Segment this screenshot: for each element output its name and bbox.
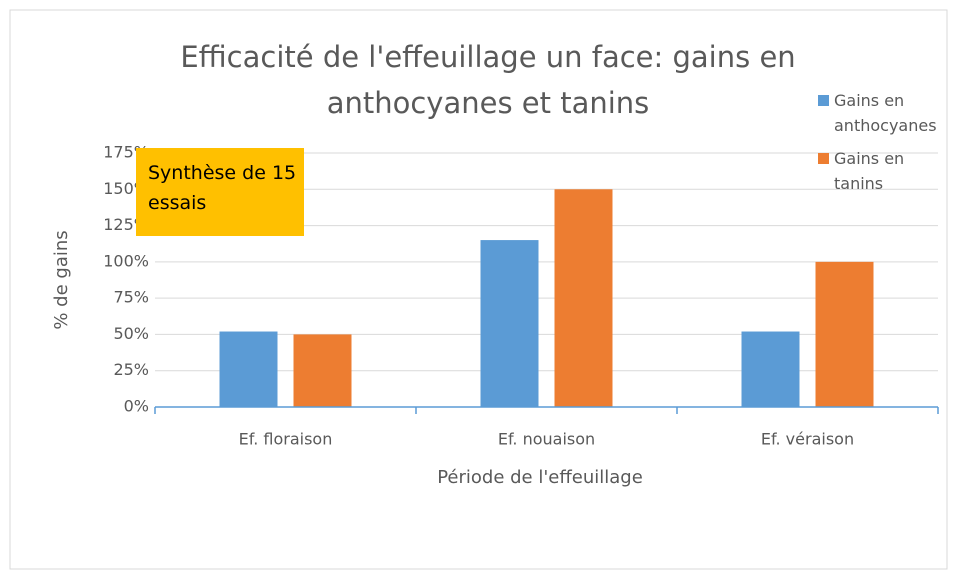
bar — [741, 331, 800, 407]
legend-label: Gains en tanins — [834, 149, 905, 193]
x-tick-label: Ef. floraison — [239, 430, 333, 449]
y-tick-label: 25% — [113, 360, 149, 379]
x-axis-title: Période de l'effeuillage — [437, 467, 643, 488]
y-tick-label: 50% — [113, 324, 149, 343]
bar — [480, 240, 539, 407]
bar — [219, 331, 278, 407]
legend-entry: Gains en tanins — [818, 146, 958, 196]
legend: Gains en anthocyanes Gains en tanins — [818, 88, 958, 204]
x-tick-label: Ef. nouaison — [498, 430, 595, 449]
y-tick-label: 0% — [124, 397, 149, 416]
bar — [554, 189, 613, 407]
bar — [293, 334, 352, 407]
y-tick-label: 100% — [103, 251, 149, 270]
chart-border — [9, 9, 948, 570]
legend-swatch — [818, 95, 829, 106]
legend-entry: Gains en anthocyanes — [818, 88, 958, 138]
legend-label: Gains en anthocyanes — [834, 91, 937, 135]
y-tick-label: 75% — [113, 288, 149, 307]
x-tick-label: Ef. véraison — [761, 430, 854, 449]
bar — [815, 261, 874, 407]
chart-title: Efficacité de l'effeuillage un face: gai… — [180, 40, 796, 120]
y-axis-title: % de gains — [51, 230, 72, 329]
annotation: Synthèse de 15 essais — [136, 148, 304, 236]
legend-swatch — [818, 153, 829, 164]
